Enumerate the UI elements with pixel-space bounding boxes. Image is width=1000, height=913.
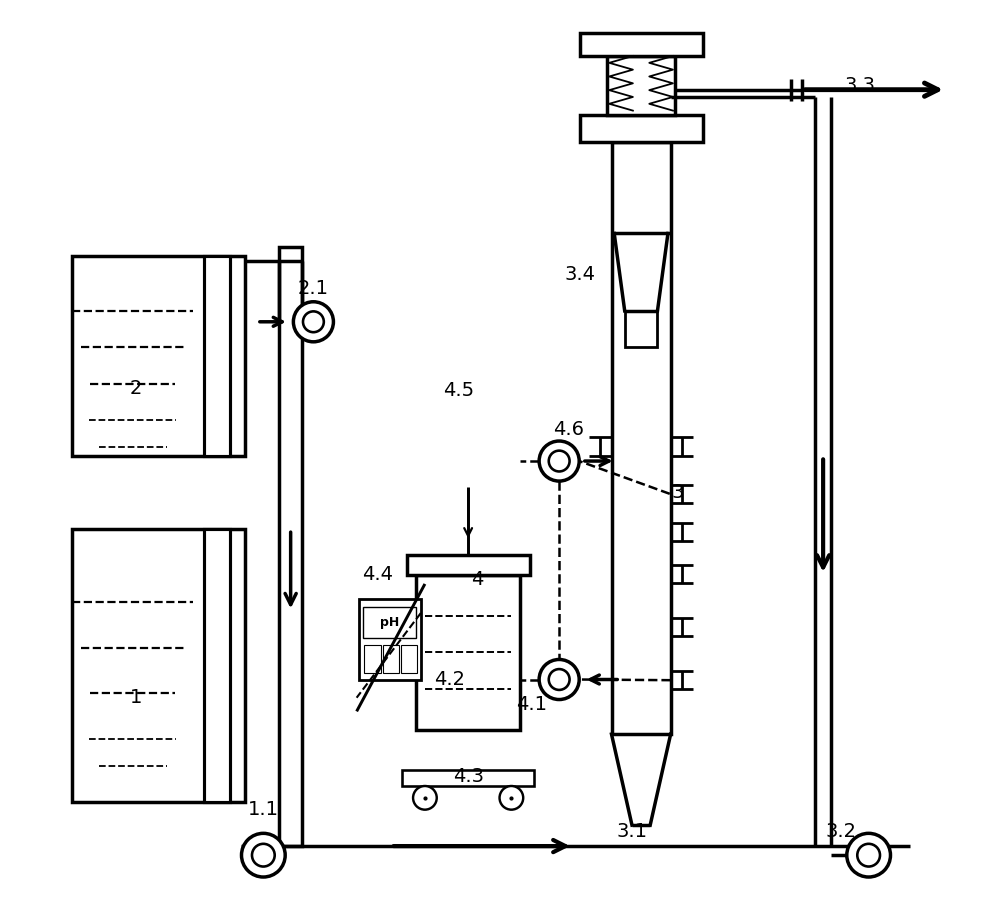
Text: 4.2: 4.2 [434,670,465,689]
Circle shape [241,834,285,877]
Text: 4.3: 4.3 [453,768,484,786]
Bar [401,645,417,673]
Bar [612,142,671,734]
Text: 3.2: 3.2 [826,822,857,841]
Bar [383,645,399,673]
Circle shape [303,311,324,332]
Text: 4.5: 4.5 [443,382,475,401]
Bar [359,600,421,679]
Text: 2: 2 [130,379,142,398]
Text: 1.1: 1.1 [248,800,279,819]
Text: 4.6: 4.6 [553,420,584,438]
Bar [625,310,657,347]
Bar [204,530,230,803]
Circle shape [847,834,890,877]
Bar [402,770,534,786]
Text: 3.4: 3.4 [565,265,596,284]
Bar [363,607,416,638]
Text: 3.1: 3.1 [616,822,647,841]
Bar [204,257,230,456]
Text: pH: pH [380,616,399,629]
Circle shape [549,451,570,471]
Bar [72,530,245,803]
Bar [279,247,302,846]
Bar [580,115,703,142]
Circle shape [500,786,523,810]
Bar [72,257,245,456]
Circle shape [539,659,579,699]
Circle shape [252,844,275,866]
Circle shape [413,786,437,810]
Text: 3: 3 [671,483,684,502]
Bar [580,33,703,56]
Bar [364,645,381,673]
Circle shape [549,669,570,690]
Text: 4.4: 4.4 [362,565,393,584]
Circle shape [539,441,579,481]
Circle shape [857,844,880,866]
Text: 4: 4 [471,570,483,589]
Bar [416,575,520,729]
Text: 1: 1 [130,688,142,708]
Circle shape [293,302,333,341]
Bar [407,555,530,575]
Text: 4.1: 4.1 [516,695,547,714]
Text: 3.3: 3.3 [844,76,875,95]
Text: 2.1: 2.1 [298,278,329,298]
Bar [607,56,675,115]
